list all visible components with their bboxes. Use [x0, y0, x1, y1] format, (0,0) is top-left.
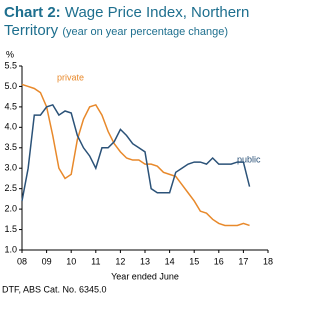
y-tick-label: 1.5 [4, 224, 17, 234]
series-label: public [237, 154, 261, 164]
y-axis-label: % [6, 49, 14, 59]
x-tick-label: 15 [189, 256, 199, 266]
y-tick-label: 4.0 [4, 122, 17, 132]
x-tick-label: 08 [17, 256, 27, 266]
y-tick-label: 4.5 [4, 101, 17, 111]
y-tick-label: 3.5 [4, 142, 17, 152]
x-tick-label: 13 [140, 256, 150, 266]
x-tick-label: 11 [91, 256, 100, 266]
chart-subtitle: (year on year percentage change) [62, 26, 229, 38]
chart-label: Chart 2: [4, 4, 61, 21]
x-axis-label: Year ended June [111, 271, 179, 281]
x-tick-label: 16 [214, 256, 224, 266]
y-tick-label: 5.0 [4, 81, 17, 91]
y-tick-label: 1.0 [4, 244, 17, 254]
page: % Year ended June DTF, ABS Cat. No. 6345… [2, 4, 274, 294]
source: DTF, ABS Cat. No. 6345.0 [2, 284, 107, 294]
chart-title: Wage Price Index, Northern Territory [4, 4, 250, 39]
x-tick-label: 12 [115, 256, 125, 266]
x-tick-label: 18 [263, 256, 273, 266]
y-tick-label: 2.0 [4, 203, 17, 213]
x-tick-label: 14 [165, 256, 175, 266]
series-line [21, 83, 250, 227]
chart: % Year ended June DTF, ABS Cat. No. 6345… [2, 49, 273, 294]
y-tick-label: 3.0 [4, 163, 17, 173]
series-label: private [57, 72, 84, 82]
x-tick-label: 10 [66, 256, 76, 266]
y-tick-label: 5.5 [4, 60, 17, 70]
title-block: Chart 2: Wage Price Index, Northern Terr… [4, 4, 274, 41]
series-line [21, 103, 251, 202]
y-tick-label: 2.5 [4, 183, 17, 193]
x-tick-label: 09 [42, 256, 52, 266]
x-tick-label: 17 [238, 256, 248, 266]
